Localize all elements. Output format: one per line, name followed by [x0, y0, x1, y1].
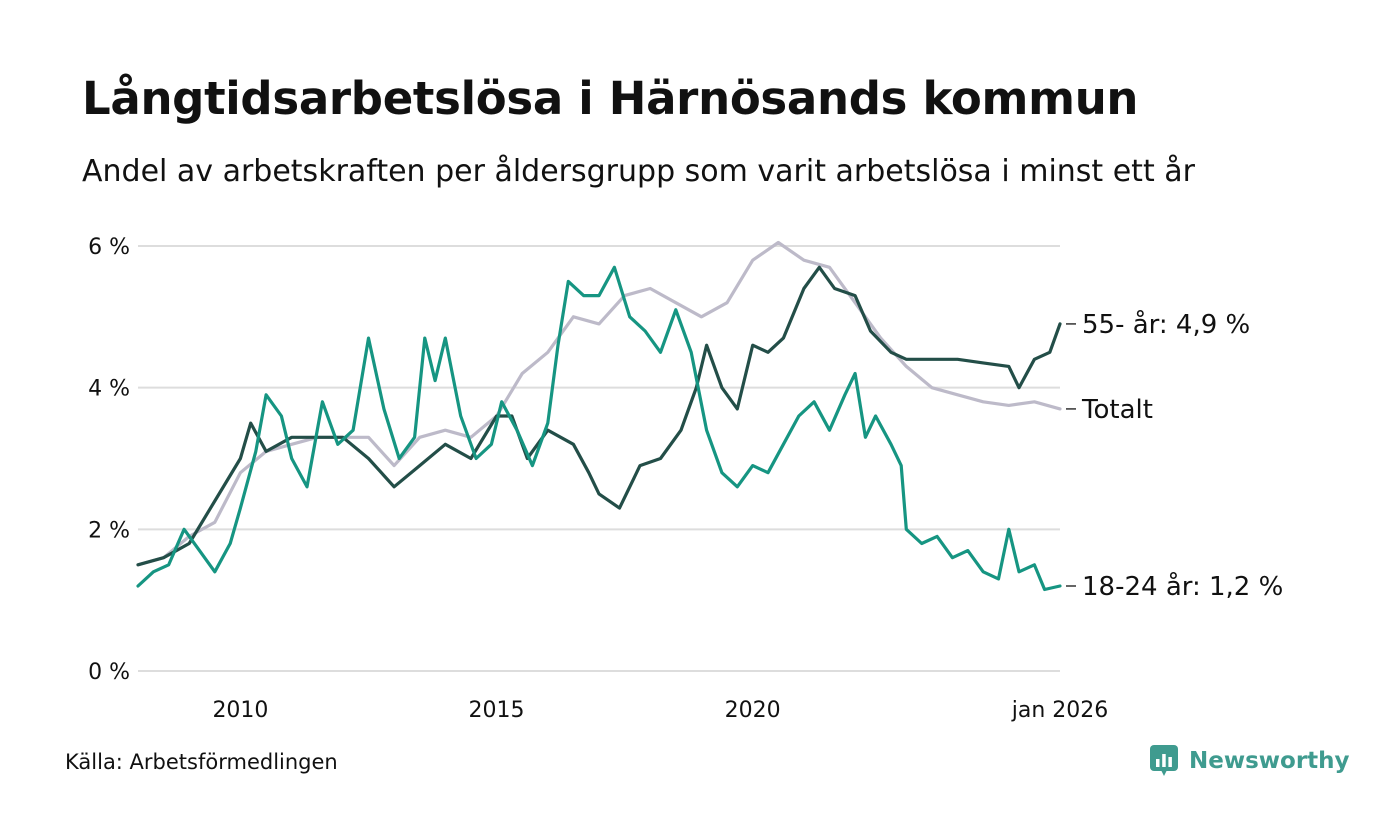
- x-tick-label: 2015: [469, 698, 525, 723]
- y-tick-label: 2 %: [88, 518, 130, 543]
- chart-title: Långtidsarbetslösa i Härnösands kommun: [82, 72, 1139, 125]
- newsworthy-logo-icon: [1150, 745, 1178, 776]
- y-tick-label: 0 %: [88, 660, 130, 685]
- brand-name: Newsworthy: [1189, 748, 1350, 774]
- x-tick-label: 2020: [725, 698, 781, 723]
- series-line-1: [136, 265, 1062, 567]
- source-note: Källa: Arbetsförmedlingen: [65, 750, 338, 774]
- series-end-label: 55- år: 4,9 %: [1082, 309, 1250, 340]
- grid-layer: 0 % 2 % 4 % 6 % 2010 2015 2020 jan 2026: [88, 235, 1108, 723]
- chart-subtitle: Andel av arbetskraften per åldersgrupp s…: [82, 154, 1195, 189]
- y-tick-label: 4 %: [88, 377, 130, 402]
- series-line-0: [136, 240, 1062, 567]
- brand-logo: Newsworthy: [1149, 744, 1350, 778]
- x-tick-label: jan 2026: [1011, 698, 1109, 723]
- x-tick-label: 2010: [212, 698, 268, 723]
- series-end-label: Totalt: [1081, 395, 1153, 425]
- series-line-2: [136, 265, 1062, 592]
- y-tick-label: 6 %: [88, 235, 130, 260]
- series-end-label: 18-24 år: 1,2 %: [1082, 571, 1283, 602]
- series-layer: [136, 240, 1062, 592]
- label-layer: Totalt 55- år: 4,9 % 18-24 år: 1,2 %: [1066, 309, 1283, 602]
